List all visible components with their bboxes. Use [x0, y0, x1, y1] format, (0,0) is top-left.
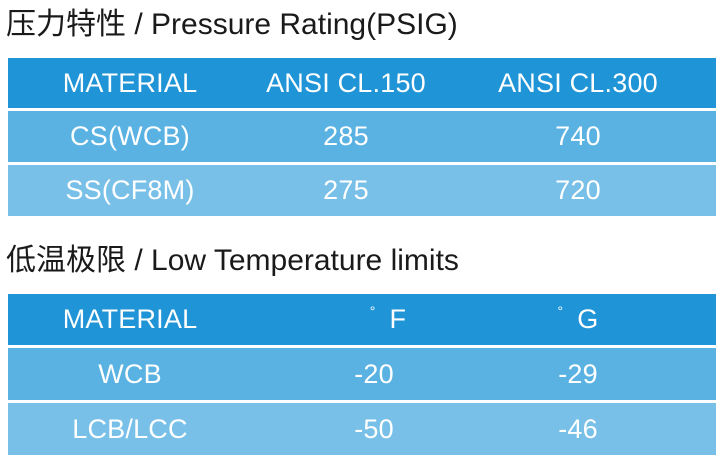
- g-value: -46: [558, 413, 598, 444]
- header-ansi-cl150: ANSI CL.150: [266, 67, 426, 98]
- material-cell: WCB: [98, 358, 162, 389]
- header-fahrenheit: ° F: [308, 294, 468, 345]
- pressure-rating-title: 压力特性 / Pressure Rating(PSIG): [6, 8, 458, 41]
- header-ansi-cl300: ANSI CL.300: [498, 67, 658, 98]
- table-row: LCB/LCC -50 -46: [8, 403, 716, 455]
- header-material: MATERIAL: [62, 304, 198, 334]
- cl300-value: 740: [555, 121, 601, 151]
- table-header-row: MATERIAL ANSI CL.150 ANSI CL.300: [8, 58, 716, 111]
- low-temperature-table: MATERIAL ° F ° G WCB -20 -29 LCB/LCC -50 -…: [8, 294, 716, 455]
- table-row: CS(WCB) 285 740: [8, 111, 716, 165]
- cl150-value: 275: [323, 175, 369, 205]
- unit-f-label: F: [389, 304, 407, 334]
- g-value: -29: [558, 358, 598, 389]
- pressure-rating-table: MATERIAL ANSI CL.150 ANSI CL.300 CS(WCB)…: [8, 58, 716, 216]
- table-header-row: MATERIAL ° F ° G: [8, 294, 716, 348]
- degree-symbol: °: [369, 302, 376, 319]
- cl300-value: 720: [555, 175, 601, 205]
- table-row: WCB -20 -29: [8, 348, 716, 403]
- header-g: ° G: [488, 294, 668, 345]
- cl150-value: 285: [323, 121, 369, 151]
- header-material: MATERIAL: [62, 67, 198, 98]
- material-cell: LCB/LCC: [72, 413, 188, 444]
- material-cell: CS(WCB): [70, 121, 190, 151]
- low-temperature-title: 低温极限 / Low Temperature limits: [6, 244, 459, 277]
- unit-g-label: G: [577, 304, 599, 334]
- table-row: SS(CF8M) 275 720: [8, 165, 716, 216]
- material-cell: SS(CF8M): [65, 175, 195, 205]
- f-value: -20: [354, 358, 394, 389]
- degree-symbol: °: [557, 302, 564, 319]
- f-value: -50: [354, 413, 394, 444]
